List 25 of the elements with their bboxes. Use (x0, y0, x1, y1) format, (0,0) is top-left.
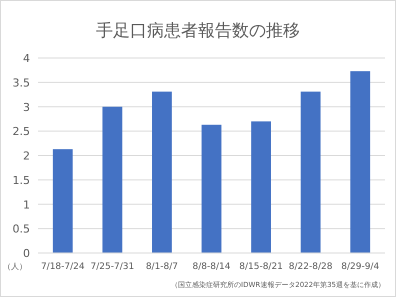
y-axis-title: （人） (3, 262, 27, 271)
bar (52, 149, 73, 253)
x-tick-label: 8/29-9/4 (341, 262, 380, 272)
y-tick-label: 3.5 (12, 76, 30, 90)
y-tick-label: 2 (23, 150, 30, 162)
bar (152, 92, 172, 253)
bar (350, 71, 370, 253)
y-tick-label: 2.5 (12, 125, 30, 138)
y-tick-label: 0.5 (12, 222, 30, 236)
bar (202, 124, 222, 253)
bar (251, 121, 271, 253)
y-tick-label: 4 (23, 52, 30, 65)
x-tick-label: 8/22-8/28 (288, 262, 333, 272)
x-tick-label: 7/18-7/24 (40, 262, 85, 272)
x-tick-label: 8/1-8/7 (146, 262, 178, 272)
x-tick-label: 7/25-7/31 (90, 262, 134, 272)
y-tick-label: 0 (23, 247, 30, 260)
y-tick-label: 3 (23, 100, 30, 114)
bar (102, 106, 122, 253)
bar (300, 92, 321, 253)
y-tick-label: 1.5 (12, 174, 30, 187)
chart-title: 手足口病患者報告数の推移 (96, 21, 300, 41)
x-tick-label: 8/8-8/14 (192, 262, 231, 272)
y-tick-label: 1 (23, 198, 30, 212)
x-tick-label: 8/15-8/21 (239, 262, 283, 272)
